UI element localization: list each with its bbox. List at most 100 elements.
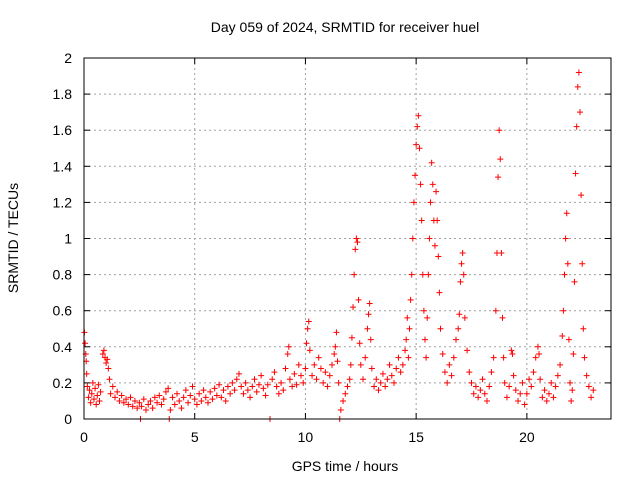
data-point bbox=[127, 394, 134, 401]
data-point bbox=[278, 379, 285, 386]
data-point bbox=[125, 401, 132, 408]
data-point bbox=[149, 405, 156, 412]
data-point bbox=[564, 260, 571, 267]
data-point bbox=[416, 145, 423, 152]
data-point bbox=[407, 296, 414, 303]
data-point bbox=[346, 376, 353, 383]
data-point bbox=[567, 379, 574, 386]
data-point bbox=[579, 260, 586, 267]
data-point bbox=[519, 379, 526, 386]
data-point bbox=[306, 347, 313, 354]
data-point bbox=[145, 401, 152, 408]
data-point bbox=[114, 388, 121, 395]
data-point bbox=[269, 376, 276, 383]
data-point bbox=[479, 376, 486, 383]
data-point bbox=[497, 156, 504, 163]
data-point bbox=[202, 394, 209, 401]
data-point bbox=[426, 235, 433, 242]
data-point bbox=[526, 376, 533, 383]
data-point bbox=[262, 392, 269, 399]
data-point bbox=[486, 383, 493, 390]
data-point bbox=[366, 300, 373, 307]
data-point bbox=[89, 379, 96, 386]
data-point bbox=[466, 369, 473, 376]
data-point bbox=[289, 383, 296, 390]
data-point bbox=[350, 304, 357, 311]
data-point bbox=[428, 159, 435, 166]
data-point bbox=[176, 397, 183, 404]
data-point bbox=[100, 347, 107, 354]
data-point bbox=[393, 365, 400, 372]
data-point bbox=[388, 372, 395, 379]
data-point bbox=[260, 385, 267, 392]
data-point bbox=[534, 343, 541, 350]
plot-frame bbox=[83, 57, 612, 420]
data-point bbox=[404, 314, 411, 321]
data-point bbox=[249, 383, 256, 390]
data-point bbox=[209, 396, 216, 403]
data-point bbox=[484, 397, 490, 404]
data-point bbox=[517, 390, 524, 397]
data-point bbox=[588, 394, 595, 401]
data-point bbox=[264, 381, 271, 388]
data-point bbox=[165, 385, 172, 392]
data-point bbox=[412, 172, 419, 179]
data-point bbox=[552, 383, 559, 390]
data-point bbox=[515, 397, 521, 404]
x-tick-label: 20 bbox=[519, 429, 535, 445]
data-point bbox=[320, 379, 327, 386]
data-point bbox=[490, 354, 497, 361]
data-point bbox=[92, 385, 99, 392]
data-point bbox=[103, 360, 110, 367]
data-point bbox=[458, 260, 465, 267]
data-point bbox=[216, 381, 223, 388]
data-point bbox=[461, 314, 468, 321]
data-point bbox=[495, 174, 502, 181]
data-point bbox=[559, 332, 566, 339]
data-point bbox=[565, 336, 572, 343]
data-point bbox=[83, 370, 90, 377]
data-point bbox=[357, 361, 364, 368]
data-point bbox=[167, 406, 174, 413]
data-point bbox=[322, 369, 329, 376]
data-point bbox=[116, 397, 123, 404]
data-point bbox=[424, 314, 431, 321]
data-point bbox=[156, 392, 163, 399]
data-point bbox=[174, 390, 180, 397]
data-point bbox=[457, 278, 464, 285]
data-point bbox=[570, 351, 577, 358]
data-point bbox=[109, 383, 116, 390]
y-tick-label: 0 bbox=[64, 411, 72, 427]
y-tick-label: 0.8 bbox=[53, 267, 73, 283]
y-tick-label: 0.6 bbox=[53, 303, 73, 319]
data-point bbox=[585, 383, 592, 390]
data-point bbox=[500, 354, 507, 361]
data-point bbox=[293, 381, 300, 388]
data-point bbox=[563, 210, 570, 217]
data-point bbox=[229, 379, 236, 386]
data-point bbox=[352, 246, 359, 253]
data-point bbox=[151, 394, 158, 401]
data-point bbox=[377, 379, 384, 386]
data-point bbox=[492, 307, 499, 314]
data-point bbox=[508, 347, 515, 354]
data-point bbox=[136, 399, 143, 406]
data-point bbox=[574, 83, 581, 90]
data-point bbox=[530, 369, 537, 376]
data-point bbox=[326, 372, 333, 379]
data-point bbox=[503, 394, 510, 401]
x-axis-label: GPS time / hours bbox=[292, 458, 399, 474]
data-point bbox=[105, 365, 112, 372]
data-point bbox=[554, 372, 561, 379]
data-point bbox=[427, 199, 434, 206]
data-point bbox=[224, 383, 231, 390]
data-point bbox=[417, 181, 424, 188]
data-point bbox=[501, 379, 508, 386]
data-point bbox=[548, 379, 555, 386]
data-point bbox=[222, 397, 229, 404]
data-point bbox=[355, 296, 362, 303]
y-tick-label: 2 bbox=[64, 50, 72, 66]
data-point bbox=[512, 387, 519, 394]
data-point bbox=[580, 325, 587, 332]
data-point bbox=[90, 396, 97, 403]
